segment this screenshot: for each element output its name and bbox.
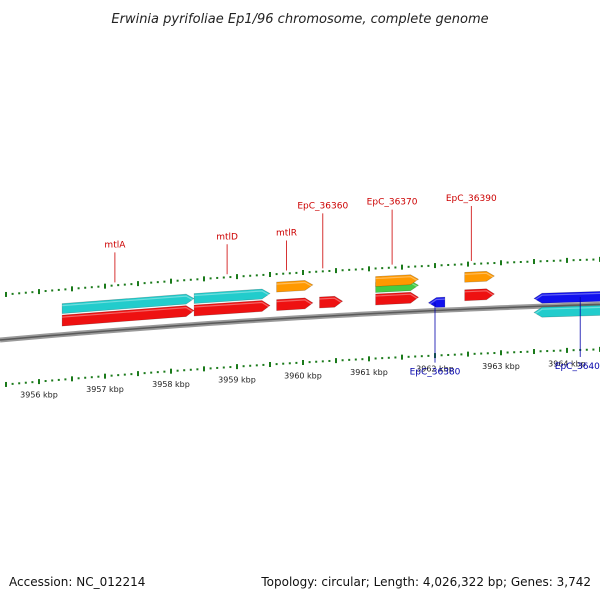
feature-mtld-cds: [193, 300, 271, 317]
feature-highlight: [62, 295, 195, 307]
feature-highlight: [375, 293, 419, 300]
topology-summary: Topology: circular; Length: 4,026,322 bp…: [260, 575, 591, 589]
feature-highlight: [533, 292, 600, 302]
feature-epc_36370-rna: [375, 274, 420, 287]
feature-highlight: [464, 272, 495, 279]
gene-label-epc_36390: EpC_36390: [446, 194, 497, 204]
label-layer: mtlA mtlD mtlR EpC_36360 EpC_36370 EpC_36390 E…: [104, 194, 600, 378]
feature-mtld-gene: [193, 288, 271, 304]
gene-label-epc_36400: EpC_36400: [555, 362, 600, 372]
tick-label: 3963 kbp: [482, 362, 520, 371]
tick-layer: 3956 kbp 3957 kbp 3958 kbp 3959 kbp 3960 kbp…: [5, 256, 600, 400]
feature-epc_36400-gene: [533, 305, 600, 318]
tick-label: 3964 kbp: [548, 359, 586, 368]
gene-label-epc_36370: EpC_36370: [367, 198, 418, 208]
tick-label: 3957 kbp: [86, 385, 124, 394]
accession-text: Accession: NC_012214: [9, 575, 145, 589]
feature-layer: [61, 270, 600, 327]
feature-mtlr-rna: [276, 280, 314, 293]
feature-highlight: [375, 276, 419, 282]
gene-label-epc_36380: EpC_36380: [410, 368, 461, 378]
tick-label: 3959 kbp: [218, 376, 256, 385]
tick-label: 3962 kbp: [416, 365, 454, 374]
tick-label: 3956 kbp: [20, 391, 58, 400]
gene-label-mtla: mtlA: [104, 240, 126, 250]
feature-epc_36370-cds: [375, 291, 420, 306]
backbone-layer: [0, 301, 600, 343]
tick-label: 3961 kbp: [350, 368, 388, 377]
feature-highlight: [319, 297, 343, 304]
feature-highlight: [428, 298, 445, 306]
feature-highlight: [194, 301, 271, 309]
backbone-inner: [0, 303, 600, 341]
feature-highlight: [464, 290, 495, 297]
feature-epc_36400-gene_blue: [533, 291, 600, 304]
gene-label-mtld: mtlD: [216, 232, 238, 242]
tick-label: 3958 kbp: [152, 380, 190, 389]
gene-label-mtlr: mtlR: [276, 228, 297, 238]
tick-label: 3960 kbp: [284, 372, 322, 381]
feature-highlight: [276, 299, 314, 306]
map-title: Erwinia pyrifoliae Ep1/96 chromosome, co…: [111, 12, 488, 27]
feature-epc_36360-cds: [319, 295, 344, 309]
feature-mtlr-cds: [276, 297, 314, 311]
gene-label-epc_36360: EpC_36360: [297, 201, 348, 211]
feature-epc_36390-cds: [464, 288, 495, 302]
feature-mtla-gene: [61, 293, 195, 314]
feature-highlight: [62, 306, 195, 318]
feature-epc_36390-rna: [464, 270, 495, 283]
feature-mtla-cds: [61, 305, 195, 327]
feature-highlight: [533, 306, 600, 316]
feature-highlight: [194, 290, 271, 297]
feature-highlight: [276, 281, 314, 288]
